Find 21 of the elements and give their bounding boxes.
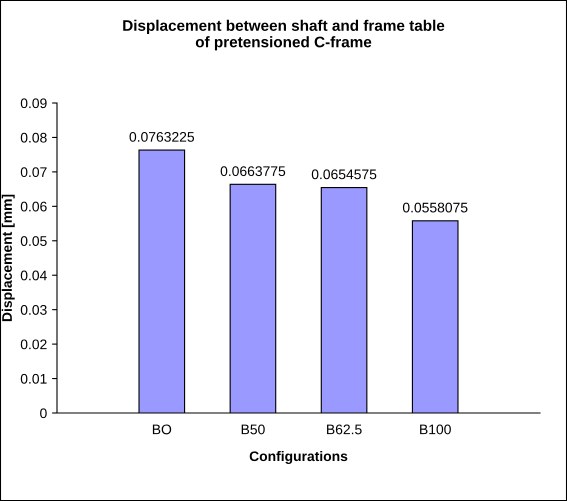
data-label: 0.0558075 — [402, 202, 468, 212]
y-tick-label: 0.07 — [20, 167, 47, 178]
x-tick-label: B50 — [242, 424, 265, 434]
y-tick-label: 0.06 — [20, 202, 47, 212]
x-tick-label: B62.5 — [327, 424, 362, 434]
y-tick-label: 0.04 — [20, 270, 47, 280]
y-axis-title: Displacement [mm] — [2, 194, 15, 322]
y-tick-label: 0.09 — [20, 98, 47, 108]
chart-title: Displacement between shaft and frame table of pretensioned C-frame — [123, 20, 444, 50]
data-label: 0.0654575 — [312, 169, 376, 180]
data-label: 0.0663775 — [220, 166, 286, 176]
y-tick-label: 0.03 — [20, 305, 47, 315]
y-tick-label: 0.05 — [20, 236, 47, 246]
x-tick-label: BO — [152, 424, 172, 434]
y-tick-label: 0.01 — [20, 374, 47, 384]
y-tick-label: 0 — [40, 408, 47, 418]
y-tick-label: 0.08 — [20, 132, 47, 143]
x-tick-label: B100 — [420, 424, 451, 434]
data-label: 0.0763225 — [130, 132, 194, 142]
y-tick-label: 0.02 — [20, 339, 47, 350]
x-axis-title: Configurations — [250, 450, 348, 464]
